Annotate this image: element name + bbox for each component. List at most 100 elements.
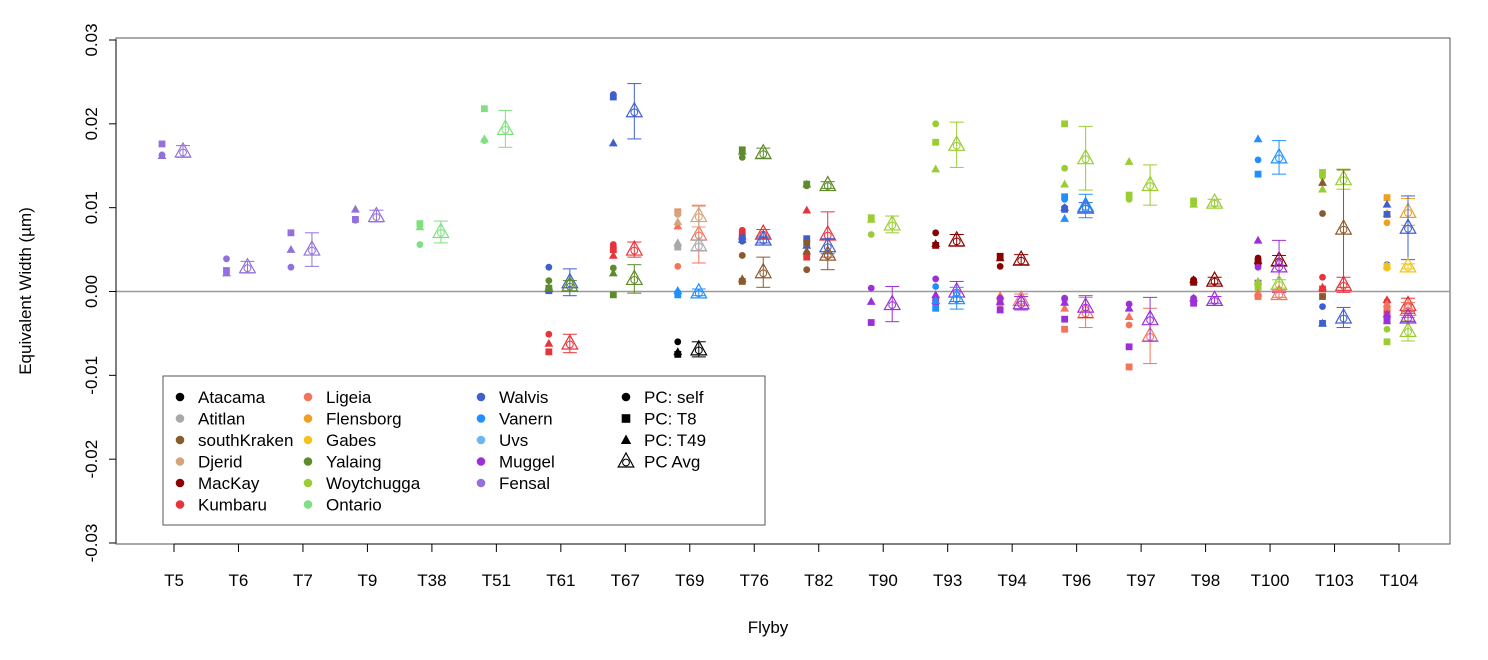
data-group-T82-Yalaing <box>802 177 835 191</box>
point-pc-self <box>932 229 939 236</box>
data-group-T104-Walvis <box>1383 196 1416 268</box>
data-marks <box>158 84 1416 371</box>
legend-label-Flensborg: Flensborg <box>326 410 402 429</box>
legend-label-Ligeia: Ligeia <box>326 388 372 407</box>
data-group-T51-Ontario <box>480 105 513 147</box>
y-tick-label: -0.02 <box>82 440 101 479</box>
legend-label-Atitlan: Atitlan <box>198 410 245 429</box>
legend-swatch-Woytchugga <box>304 479 313 488</box>
point-pc-t8 <box>610 94 617 101</box>
point-pc-self <box>1126 322 1133 329</box>
point-pc-self <box>739 154 746 161</box>
point-pc-t49 <box>673 286 682 294</box>
data-group-T67-Kumbaru <box>609 241 642 259</box>
legend-swatch-Walvis <box>477 393 486 402</box>
legend-label-Muggel: Muggel <box>499 453 555 472</box>
data-group-T98-Muggel <box>1189 291 1222 306</box>
x-tick-label: T76 <box>740 571 769 590</box>
point-pc-t49 <box>351 205 360 213</box>
data-group-T9-Fensal <box>351 205 384 224</box>
point-pc-t8 <box>1061 326 1068 333</box>
point-pc-t49 <box>673 217 682 225</box>
y-tick-label: -0.01 <box>82 356 101 395</box>
point-pc-t8 <box>1126 192 1133 199</box>
x-tick-label: T9 <box>357 571 377 590</box>
x-tick-label: T82 <box>804 571 833 590</box>
point-pc-self <box>932 120 939 127</box>
legend-swatch-Yalaing <box>304 457 313 466</box>
x-tick-label: T104 <box>1380 571 1419 590</box>
legend-label-Vanern: Vanern <box>499 410 553 429</box>
point-pc-t49 <box>867 297 876 305</box>
legend-swatch-Fensal <box>477 479 486 488</box>
point-pc-self <box>1255 156 1262 163</box>
point-pc-t49 <box>802 206 811 214</box>
x-tick-label: T96 <box>1062 571 1091 590</box>
point-pc-t8 <box>1061 120 1068 127</box>
point-pc-self <box>545 331 552 338</box>
data-group-T98-MacKay <box>1189 272 1222 286</box>
data-group-T76-southKraken <box>738 252 771 287</box>
data-group-T6-Fensal <box>222 255 255 276</box>
point-pc-t8 <box>481 105 488 112</box>
point-pc-t8 <box>1384 338 1391 345</box>
legend-swatch-Atacama <box>176 393 185 402</box>
legend-label-Atacama: Atacama <box>198 388 266 407</box>
legend-label-Kumbaru: Kumbaru <box>198 496 267 515</box>
legend-swatch-southKraken <box>176 436 185 445</box>
data-group-T76-Yalaing <box>738 145 771 161</box>
x-tick-label: T6 <box>229 571 249 590</box>
equivalent-width-chart: 0.030.020.010.00-0.01-0.02-0.03 T5 T6 T7 T9… <box>0 0 1488 660</box>
data-group-T93-Woytchugga <box>931 120 964 172</box>
point-pc-self <box>1255 264 1262 271</box>
point-pc-t8 <box>1319 293 1326 300</box>
legend-swatch-Djerid <box>176 457 185 466</box>
data-group-T103-Walvis <box>1318 303 1351 327</box>
data-group-T67-Walvis <box>609 84 642 147</box>
point-pc-t8 <box>1061 193 1068 200</box>
legend-label-Ontario: Ontario <box>326 496 382 515</box>
legend-label-Djerid: Djerid <box>198 453 242 472</box>
y-tick-label: -0.03 <box>82 524 101 563</box>
data-group-T61-Kumbaru <box>544 331 577 355</box>
data-group-T100-Vanern <box>1254 134 1287 177</box>
legend-label-Woytchugga: Woytchugga <box>326 474 421 493</box>
legend-swatch-Muggel <box>477 457 486 466</box>
data-group-T94-MacKay <box>996 251 1029 270</box>
y-tick-label: 0.02 <box>82 107 101 140</box>
x-tick-label: T90 <box>869 571 898 590</box>
data-group-T7-Fensal <box>287 229 320 270</box>
x-tick-label: T97 <box>1126 571 1155 590</box>
point-pc-self <box>932 283 939 290</box>
x-tick-label: T69 <box>675 571 704 590</box>
legend-swatch-Gabes <box>304 436 313 445</box>
point-pc-self <box>1319 210 1326 217</box>
x-tick-label: T61 <box>546 571 575 590</box>
point-pc-t49 <box>1125 157 1134 165</box>
legend-swatch-Vanern <box>477 414 486 423</box>
x-tick-label: T51 <box>482 571 511 590</box>
point-pc-t8 <box>868 319 875 326</box>
point-pc-t8 <box>159 141 166 148</box>
legend-swatch-Ontario <box>304 500 313 509</box>
point-pc-self <box>545 264 552 271</box>
point-pc-t49 <box>1060 214 1069 222</box>
point-pc-self <box>1319 274 1326 281</box>
x-tick-label: T67 <box>611 571 640 590</box>
point-pc-self <box>223 255 230 262</box>
point-pc-t8 <box>1384 317 1391 324</box>
legend-swatch-MacKay <box>176 479 185 488</box>
point-pc-t8 <box>803 239 810 246</box>
point-pc-t8 <box>674 209 681 216</box>
point-pc-t8 <box>352 216 359 223</box>
data-group-T93-MacKay <box>931 229 964 248</box>
data-group-T97-Woytchugga <box>1125 157 1158 205</box>
point-pc-self <box>674 338 681 345</box>
point-pc-t49 <box>609 268 618 276</box>
point-pc-t8 <box>997 307 1004 314</box>
point-pc-self <box>739 252 746 259</box>
point-pc-t49 <box>480 134 489 142</box>
x-tick-label: T5 <box>164 571 184 590</box>
legend-label-Walvis: Walvis <box>499 388 548 407</box>
point-pc-t49 <box>1318 178 1327 186</box>
